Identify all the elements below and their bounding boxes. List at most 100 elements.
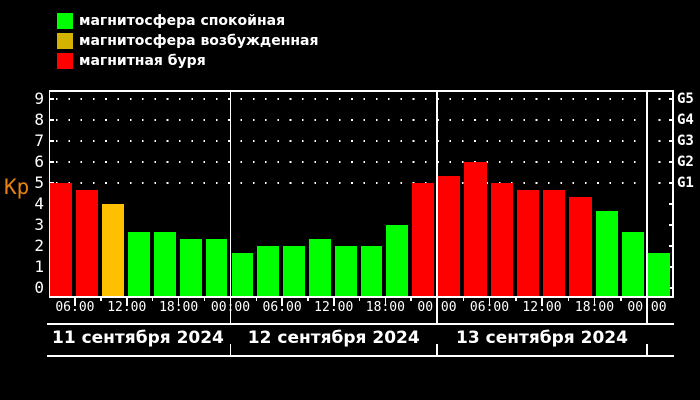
kp-bar (153, 231, 176, 296)
legend: магнитосфера спокойная магнитосфера возбу… (0, 0, 320, 80)
time-minor-tick (567, 297, 569, 301)
right-axis-tick (668, 266, 672, 268)
right-axis-tick (668, 245, 672, 247)
time-major-tick (593, 297, 596, 306)
time-major-tick (126, 297, 128, 306)
date-label: 13 сентября 2024 (456, 328, 628, 348)
time-major-tick (74, 297, 76, 306)
date-band-tick (229, 344, 232, 355)
kp-bar (438, 176, 461, 296)
plot-top-border (48, 90, 674, 92)
time-major-tick (281, 297, 283, 306)
y-axis-tick (50, 161, 54, 163)
time-label: 18:00 (365, 300, 405, 315)
date-band-tick (646, 344, 648, 355)
time-minor-tick (151, 297, 154, 301)
kp-bar (490, 183, 513, 296)
right-axis-tick (668, 140, 672, 142)
kp-bar (621, 231, 644, 296)
grid-dotted-line (56, 119, 669, 121)
kp-bar (127, 231, 150, 296)
y-tick-label: 6 (34, 152, 44, 171)
g-scale-label: G3 (677, 133, 694, 149)
right-axis-tick (668, 203, 672, 205)
time-minor-tick (515, 297, 517, 301)
kp-bar (412, 183, 434, 296)
time-minor-tick (307, 297, 309, 301)
time-major-tick (541, 297, 543, 306)
day-divider (436, 90, 438, 323)
kp-bar (205, 239, 228, 296)
y-axis-line (48, 90, 50, 298)
kp-bar (231, 252, 254, 296)
time-label: 18:00 (574, 300, 615, 315)
kp-bar (101, 204, 124, 296)
date-band-tick (436, 344, 438, 355)
grid-dotted-line (56, 140, 669, 142)
time-minor-tick (620, 297, 622, 301)
kp-bar (648, 252, 671, 296)
y-axis-tick (50, 119, 54, 121)
legend-swatch-quiet (57, 13, 73, 29)
y-tick-label: 7 (34, 131, 44, 150)
grid-dotted-line (56, 182, 669, 184)
right-axis-tick (668, 182, 672, 184)
right-axis-tick (668, 287, 672, 289)
y-tick-label: 9 (34, 89, 44, 108)
kp-bar (179, 239, 202, 296)
legend-item: магнитная буря (57, 53, 337, 69)
y-axis-tick (50, 140, 54, 142)
time-label: 12:00 (522, 300, 562, 315)
legend-swatch-storm (57, 53, 73, 69)
time-major-tick (333, 297, 335, 306)
y-tick-label: 5 (34, 173, 44, 192)
y-tick-label: 4 (34, 194, 44, 213)
time-label: 18:00 (159, 300, 199, 315)
time-major-tick (488, 297, 491, 306)
date-band-bottom-line (47, 355, 674, 357)
date-label: 11 сентября 2024 (52, 328, 224, 348)
kp-bar (257, 246, 280, 296)
time-minor-tick (410, 297, 412, 301)
right-axis-tick (668, 119, 672, 121)
legend-item: магнитосфера возбужденная (57, 33, 337, 49)
g-scale-label: G1 (677, 175, 694, 191)
grid-dotted-line (56, 98, 669, 100)
plot-right-border (672, 90, 674, 298)
time-major-tick (384, 297, 387, 306)
right-axis-tick (668, 161, 672, 163)
grid-dotted-line (56, 161, 669, 163)
day-divider (646, 90, 648, 323)
time-label: 06:00 (262, 300, 302, 315)
kp-bar (334, 246, 357, 296)
y-tick-label: 8 (34, 110, 44, 129)
time-major-tick (177, 297, 180, 306)
x-axis-line (48, 296, 674, 298)
kp-bar (595, 210, 618, 296)
kp-bar (283, 246, 305, 296)
g-scale-label: G2 (677, 154, 694, 170)
time-minor-tick (462, 297, 464, 301)
g-scale-label: G4 (677, 112, 694, 128)
legend-label: магнитосфера возбужденная (79, 33, 319, 49)
legend-label: магнитная буря (79, 53, 206, 69)
time-minor-tick (203, 297, 206, 301)
day-divider (229, 90, 232, 323)
y-tick-label: 2 (34, 236, 44, 255)
kp-bar (50, 183, 72, 296)
kp-bar (308, 239, 331, 296)
time-minor-tick (358, 297, 361, 301)
legend-label: магнитосфера спокойная (79, 13, 286, 29)
y-axis-tick (50, 98, 54, 100)
y-tick-label: 1 (34, 257, 44, 276)
kp-axis-label: Kp (4, 175, 30, 199)
time-label: 12:00 (107, 300, 147, 315)
time-label: 12:00 (314, 300, 354, 315)
kp-bar (569, 197, 592, 296)
kp-bar (543, 189, 566, 296)
g-scale-label: G5 (677, 91, 694, 107)
right-axis-tick (668, 224, 672, 226)
legend-item: магнитосфера спокойная (57, 13, 337, 29)
